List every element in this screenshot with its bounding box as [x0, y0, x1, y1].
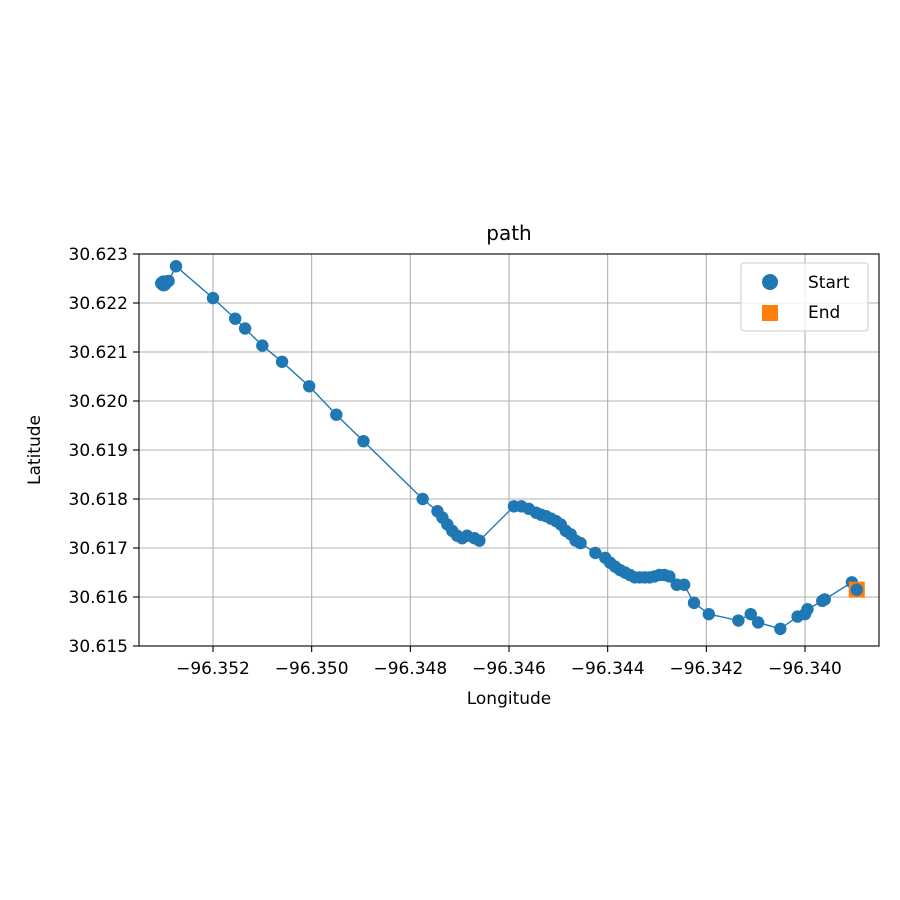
x-axis-label: Longitude	[467, 689, 552, 709]
x-tick-label: −96.340	[768, 659, 842, 679]
y-tick-label: 30.621	[69, 343, 128, 363]
y-tick-label: 30.619	[69, 441, 128, 461]
legend-start-marker	[762, 274, 778, 290]
x-tick-label: −96.344	[571, 659, 645, 679]
path-point	[751, 616, 765, 629]
y-tick-label: 30.616	[69, 588, 128, 608]
path-point	[702, 607, 715, 621]
path-point	[357, 434, 370, 448]
legend-start-label: Start	[808, 273, 850, 293]
path-point	[677, 578, 691, 591]
path-point	[275, 355, 289, 368]
path-point	[732, 614, 745, 627]
path-point	[818, 593, 831, 606]
path-point	[238, 322, 252, 335]
y-tick-label: 30.617	[69, 539, 128, 559]
path-point	[206, 291, 220, 305]
y-tick-label: 30.622	[69, 294, 128, 314]
y-tick-label: 30.620	[69, 392, 128, 412]
path-point	[663, 570, 676, 583]
path-point	[303, 380, 316, 393]
legend-end-marker	[762, 305, 778, 321]
legend: Start End	[740, 262, 869, 332]
x-tick-label: −96.352	[176, 659, 250, 679]
x-axis-ticks: −96.352 −96.350 −96.348 −96.346 −96.344 −96.3…	[176, 646, 842, 679]
path-point	[229, 312, 242, 325]
path-point	[774, 622, 787, 636]
start-marker	[155, 275, 172, 292]
path-point	[801, 603, 814, 616]
path-point	[850, 583, 863, 596]
path-point	[169, 260, 183, 273]
chart-title: path	[486, 221, 531, 245]
legend-end-label: End	[808, 303, 840, 323]
x-tick-label: −96.342	[669, 659, 743, 679]
y-axis-label: Latitude	[25, 415, 45, 485]
path-point	[330, 408, 343, 421]
path-point	[687, 596, 701, 610]
path-point	[473, 534, 486, 547]
y-tick-label: 30.615	[69, 637, 128, 657]
x-tick-label: −96.350	[275, 659, 349, 679]
y-tick-label: 30.618	[69, 490, 128, 510]
path-point	[574, 536, 587, 550]
path-point	[416, 492, 429, 506]
x-tick-label: −96.348	[373, 659, 447, 679]
y-tick-label: 30.623	[69, 245, 128, 265]
path-point	[589, 546, 602, 560]
y-axis-ticks: 30.615 30.616 30.617 30.618 30.619 30.620 30.6…	[69, 245, 139, 657]
path-point	[256, 339, 269, 352]
start-end-markers	[155, 275, 865, 598]
path-point	[744, 607, 757, 621]
x-tick-label: −96.346	[472, 659, 546, 679]
